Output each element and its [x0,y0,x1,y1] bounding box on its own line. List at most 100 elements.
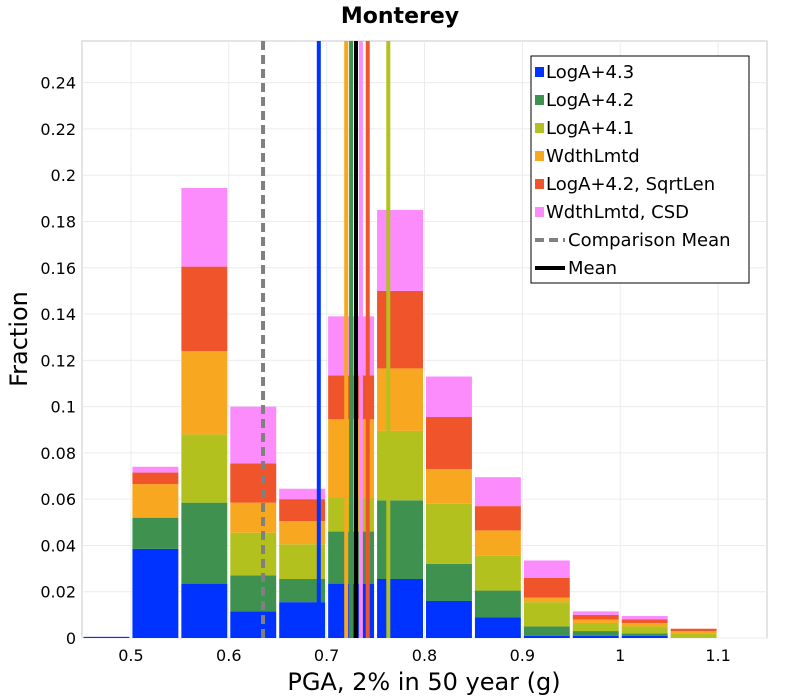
bar-wdthlmtd-bin-3 [230,502,277,533]
bar-loga-4-1-bin-7 [426,503,472,564]
bar-wdthlmtd-bin-1 [132,484,179,518]
bar-loga-4-2-bin-1 [132,517,179,549]
bar-loga-4-3-bin-11 [621,635,668,638]
bar-loga-4-2-sqrtlen-bin-8 [474,506,521,531]
bar-wdthlmtd-bin-8 [474,530,521,556]
legend-swatch-loga-4-2 [535,95,544,105]
bar-loga-4-2-sqrtlen-bin-4 [279,499,326,522]
y-tick-label: 0.06 [40,490,76,509]
bar-wdthlmtd-csd-bin-7 [426,376,472,418]
bar-loga-4-2-bin-10 [572,631,619,636]
bar-loga-4-2-bin-3 [230,575,277,612]
bar-wdthlmtd-csd-bin-2 [181,187,228,267]
bar-loga-4-1-bin-10 [572,622,619,632]
bar-loga-4-2-sqrtlen-bin-12 [670,628,717,632]
bar-wdthlmtd-bin-7 [426,469,472,504]
bar-loga-4-2-bin-4 [279,578,326,603]
bar-loga-4-2-sqrtlen-bin-7 [426,417,472,470]
bar-loga-4-3-bin-10 [572,635,619,638]
stacked-bars [83,187,717,638]
bar-loga-4-2-sqrtlen-bin-2 [181,266,228,352]
y-tick-label: 0.08 [40,444,76,463]
bar-wdthlmtd-csd-bin-6 [377,209,423,291]
legend-label-wdthlmtd-csd: WdthLmtd, CSD [546,202,689,223]
bar-loga-4-2-sqrtlen-bin-10 [572,614,619,620]
legend-label-wdthlmtd: WdthLmtd [546,146,640,167]
mean-lines [261,41,391,638]
bar-loga-4-3-bin-7 [426,600,472,638]
legend-swatch-wdthlmtd-csd [535,207,544,217]
y-tick-label: 0.14 [40,305,76,324]
legend-swatch-loga-4-1 [535,123,544,133]
legend-label-loga-4-3: LogA+4.3 [546,62,634,83]
bar-loga-4-2-bin-11 [621,633,668,636]
bar-wdthlmtd-csd-bin-9 [523,560,570,578]
bar-loga-4-1-bin-6 [377,430,423,501]
chart-title: Monterey [341,4,459,29]
bar-loga-4-1-bin-2 [181,434,228,503]
y-tick-label: 0 [66,629,76,648]
bar-loga-4-3-bin-0 [83,636,130,638]
bar-loga-4-3-bin-1 [132,548,179,638]
bar-loga-4-1-bin-8 [474,555,521,591]
x-tick-label: 0.6 [216,646,241,665]
bar-loga-4-2-bin-7 [426,563,472,601]
bar-loga-4-3-bin-6 [377,578,423,638]
bar-loga-4-3-bin-3 [230,611,277,638]
legend: LogA+4.3 LogA+4.2 LogA+4.1 WdthLmtd LogA+4.2… [530,55,750,284]
bar-loga-4-2-sqrtlen-bin-9 [523,577,570,598]
bar-loga-4-1-bin-11 [621,626,668,634]
bar-wdthlmtd-bin-12 [670,631,717,634]
x-tick-label: 0.5 [118,646,143,665]
bar-wdthlmtd-csd-bin-3 [230,406,277,464]
legend-swatch-loga-4-3 [535,67,544,77]
legend-entries: LogA+4.3 LogA+4.2 LogA+4.1 WdthLmtd LogA+4.2… [535,62,731,279]
y-axis-ticks: 0 0.02 0.04 0.06 0.08 0.1 0.12 0.14 0.16 0.18 0.2 0… [40,74,76,648]
y-tick-label: 0.18 [40,212,76,231]
bar-loga-4-2-sqrtlen-bin-11 [621,619,668,623]
y-tick-label: 0.1 [51,398,76,417]
x-axis-title: PGA, 2% in 50 year (g) [287,668,560,696]
legend-label-comparison-mean: Comparison Mean [568,230,731,251]
bar-loga-4-2-bin-9 [523,626,570,636]
bar-loga-4-2-bin-6 [377,500,423,579]
legend-label-loga-4-2-sqrtlen: LogA+4.2, SqrtLen [546,174,715,195]
bar-wdthlmtd-csd-bin-4 [279,488,326,500]
x-tick-label: 0.8 [412,646,437,665]
y-tick-label: 0.2 [51,166,76,185]
legend-label-mean: Mean [568,258,617,279]
bar-loga-4-3-bin-8 [474,617,521,638]
x-tick-label: 1 [615,646,625,665]
bar-loga-4-2-bin-2 [181,502,228,584]
bar-loga-4-3-bin-2 [181,583,228,638]
x-tick-label: 0.7 [314,646,339,665]
bar-wdthlmtd-csd-bin-10 [572,611,619,615]
bar-wdthlmtd-bin-4 [279,521,326,545]
bar-wdthlmtd-csd-bin-8 [474,477,521,507]
bar-wdthlmtd-bin-10 [572,619,619,623]
bar-loga-4-1-bin-9 [523,602,570,627]
y-axis-title: Fraction [5,291,33,387]
y-tick-label: 0.16 [40,259,76,278]
bar-loga-4-2-sqrtlen-bin-1 [132,472,179,485]
bar-loga-4-2-sqrtlen-bin-3 [230,463,277,503]
x-tick-label: 1.1 [705,646,730,665]
bar-loga-4-2-bin-8 [474,590,521,618]
y-tick-label: 0.22 [40,120,76,139]
bar-loga-4-1-bin-3 [230,532,277,576]
bar-loga-4-2-sqrtlen-bin-6 [377,290,423,369]
bar-wdthlmtd-bin-6 [377,368,423,431]
legend-swatch-loga-4-2-sqrtlen [535,179,544,189]
bar-loga-4-3-bin-9 [523,635,570,638]
legend-swatch-wdthlmtd [535,151,544,161]
bar-wdthlmtd-bin-9 [523,597,570,603]
legend-label-loga-4-2: LogA+4.2 [546,90,634,111]
y-tick-label: 0.02 [40,583,76,602]
bar-loga-4-1-bin-12 [670,633,717,638]
bar-wdthlmtd-csd-bin-11 [621,616,668,620]
y-tick-label: 0.12 [40,351,76,370]
legend-box [530,55,750,284]
y-tick-label: 0.24 [40,74,76,93]
x-axis-ticks: 0.5 0.6 0.7 0.8 0.9 1 1.1 [118,646,731,665]
